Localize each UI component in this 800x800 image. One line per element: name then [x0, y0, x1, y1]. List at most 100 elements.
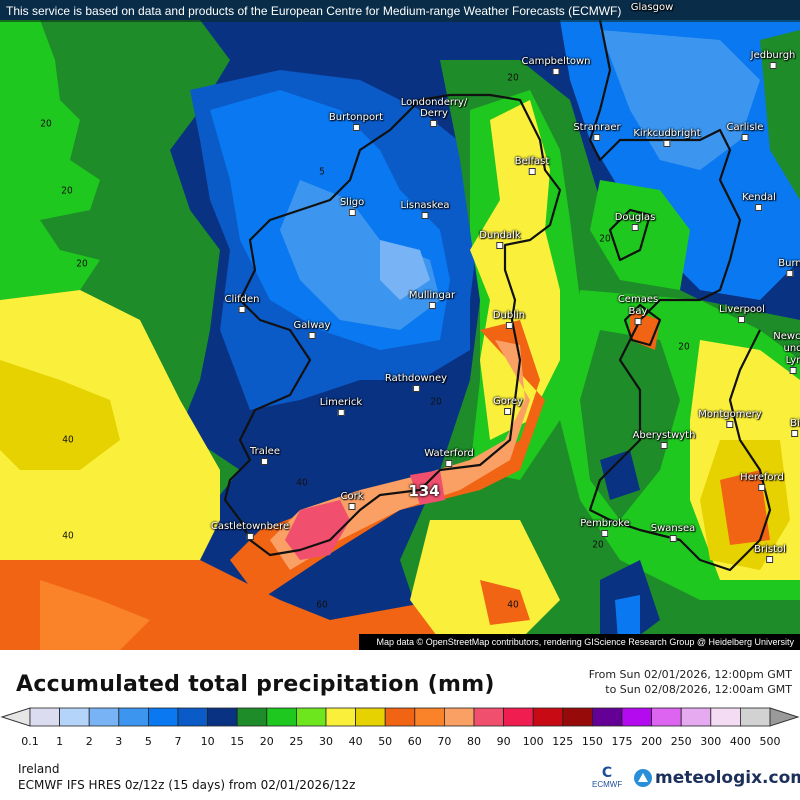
ecmwf-logo-text: ECMWF [592, 780, 623, 789]
scale-swatch [503, 707, 534, 727]
city-marker: Belfast [515, 156, 549, 175]
city-name: Bi [790, 418, 800, 429]
city-name: Kirkcudbright [633, 128, 701, 139]
city-name: Burn [778, 258, 800, 269]
scale-swatch [177, 707, 209, 727]
city-name: Dublin [492, 310, 526, 321]
ecmwf-logo[interactable]: C ECMWF [592, 766, 622, 790]
scale-tick-label: 5 [144, 735, 152, 748]
city-marker: Montgomery [698, 409, 762, 428]
city-name: Aberystwyth [632, 430, 696, 441]
city-name: Cemaes [617, 294, 659, 305]
city-dot-icon [766, 556, 774, 563]
city-name: Derry [420, 108, 448, 119]
city-marker: Swansea [651, 523, 695, 542]
city-dot-icon [246, 533, 254, 540]
city-name: Burtonport [328, 112, 384, 123]
city-name: Londonderry/ [400, 97, 468, 108]
city-marker: Bristol [754, 544, 786, 563]
city-name: Carlisle [726, 122, 764, 133]
city-dot-icon [755, 204, 763, 211]
contour-value-label: 40 [62, 530, 74, 542]
contour-value-label: 40 [296, 477, 308, 489]
city-marker: Dublin [493, 310, 525, 329]
city-marker: Pembroke [580, 518, 630, 537]
city-dot-icon [758, 484, 766, 491]
city-name: Liverpool [719, 304, 765, 315]
contour-value-label: 20 [599, 233, 611, 245]
contour-value-label: 5 [319, 166, 325, 178]
city-dot-icon [421, 212, 429, 219]
scale-tick-label: 0.1 [21, 735, 39, 748]
scale-swatch [355, 707, 386, 727]
city-dot-icon [552, 68, 560, 75]
osm-attribution[interactable]: Map data © OpenStreetMap contributors, r… [358, 634, 800, 650]
meteologix-mountain-icon [634, 769, 652, 787]
city-name: Tralee [250, 446, 280, 457]
contour-value-label: 20 [592, 539, 604, 551]
city-marker: Cork [340, 491, 364, 510]
city-marker: Carlisle [726, 122, 764, 141]
city-name: Swansea [650, 523, 696, 534]
scale-tick-label: 500 [759, 735, 781, 748]
city-dot-icon [261, 458, 269, 465]
city-marker: Stranraer [573, 122, 621, 141]
scale-tick-label: 15 [230, 735, 245, 748]
scale-swatch [266, 707, 297, 727]
scale-swatch [147, 707, 179, 727]
city-marker: Bi [790, 418, 800, 437]
city-marker: Jedburgh [751, 50, 795, 69]
scale-tick-label: 30 [319, 735, 333, 748]
contour-value-label: 40 [62, 434, 74, 446]
city-name: Bay [628, 306, 648, 317]
model-info: ECMWF IFS HRES 0z/12z (15 days) from 02/… [18, 778, 356, 792]
scale-swatch [325, 707, 357, 727]
contour-value-label: 60 [316, 599, 328, 611]
city-marker: Glasgow [631, 2, 674, 13]
city-marker: Newca [773, 331, 800, 342]
scale-tick-label: 40 [348, 735, 363, 748]
city-marker: Campbeltown [521, 56, 591, 75]
city-marker: Bay [628, 306, 648, 325]
city-name: Rathdowney [384, 373, 448, 384]
precipitation-map[interactable]: This service is based on data and produc… [0, 0, 800, 650]
city-dot-icon [496, 242, 504, 249]
city-dot-icon [738, 316, 746, 323]
city-marker: Kendal [742, 192, 776, 211]
city-dot-icon [504, 408, 512, 415]
scale-swatch [621, 707, 653, 727]
city-marker: Aberystwyth [632, 430, 696, 449]
scale-swatch [443, 707, 475, 727]
scale-tick-label: 80 [467, 735, 481, 748]
city-dot-icon [593, 134, 601, 141]
scale-tick-label: 150 [581, 735, 603, 748]
city-name: Limerick [319, 397, 363, 408]
city-dot-icon [663, 140, 671, 147]
legend-panel: Accumulated total precipitation (mm) Fro… [0, 650, 800, 800]
city-name: Galway [293, 320, 331, 331]
city-dot-icon [528, 168, 536, 175]
city-dot-icon [789, 367, 797, 374]
scale-tick-label: 2 [85, 735, 93, 748]
meteologix-logo[interactable]: meteologix.com [634, 768, 800, 788]
scale-swatch [295, 707, 327, 727]
city-dot-icon [238, 306, 246, 313]
scale-swatch [740, 707, 771, 727]
contour-value-label: 20 [430, 396, 442, 408]
city-name: Stranraer [573, 122, 621, 133]
city-dot-icon [430, 120, 438, 127]
city-name: und [783, 343, 800, 354]
city-name: Gorey [493, 396, 523, 407]
city-dot-icon [741, 134, 749, 141]
city-name: Sligo [339, 197, 365, 208]
city-marker: Clifden [224, 294, 260, 313]
scale-swatch [88, 707, 120, 727]
scale-tick-label: 300 [700, 735, 722, 748]
city-dot-icon [445, 460, 453, 467]
city-name: Clifden [224, 294, 260, 305]
city-dot-icon [601, 530, 609, 537]
city-marker: Rathdowney [385, 373, 447, 392]
forecast-period: From Sun 02/01/2026, 12:00pm GMT to Sun … [589, 667, 792, 697]
city-dot-icon [660, 442, 668, 449]
city-marker: Tralee [250, 446, 280, 465]
